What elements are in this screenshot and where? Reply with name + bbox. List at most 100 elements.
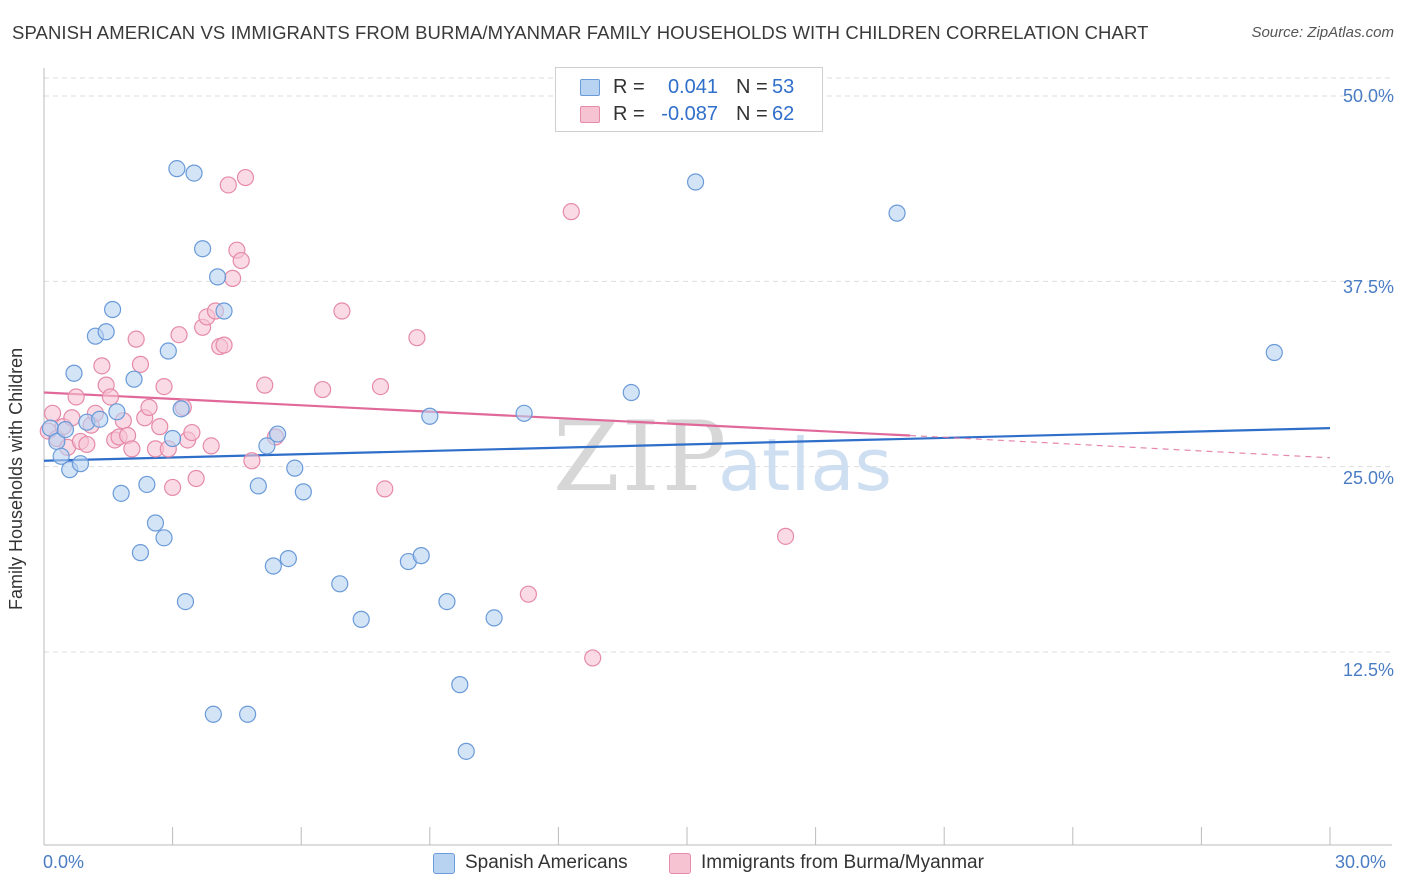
spanish-american-point	[164, 429, 182, 448]
burma-immigrant-point	[170, 326, 188, 344]
spanish-american-point	[204, 705, 222, 723]
trendline-burma-extension	[909, 434, 1331, 459]
burma-immigrant-point	[224, 269, 242, 287]
legend-label-burma-immigrants: Immigrants from Burma/Myanmar	[701, 852, 984, 873]
burma-immigrant-point	[371, 378, 390, 396]
spanish-american-point	[97, 323, 115, 341]
burma-immigrant-point	[67, 388, 85, 406]
burma-immigrant-point	[140, 398, 158, 416]
spanish-american-point	[485, 609, 503, 627]
burma-immigrant-point	[155, 378, 173, 396]
burma-immigrant-point	[202, 437, 220, 455]
legend-swatch-blue	[433, 853, 455, 874]
spanish-american-point	[264, 557, 282, 575]
spanish-american-point	[352, 610, 370, 628]
spanish-american-point	[1265, 343, 1283, 362]
axis-layer	[43, 68, 1392, 846]
y-tick-label-50: 50.0%	[1342, 86, 1394, 106]
burma-immigrant-point	[256, 376, 274, 394]
spanish-american-point	[65, 364, 83, 382]
legend-swatch-pink	[580, 106, 600, 123]
spanish-american-point	[108, 403, 126, 421]
burma-immigrant-point	[78, 435, 96, 454]
spanish-american-point	[888, 204, 906, 222]
spanish-american-point	[279, 549, 297, 568]
spanish-american-point	[215, 302, 233, 320]
spanish-american-point	[421, 407, 439, 425]
watermark-atlas: atlas	[718, 423, 892, 507]
burma-immigrant-point	[215, 336, 233, 354]
burma-immigrant-point	[376, 480, 394, 498]
spanish-american-point	[622, 383, 640, 402]
spanish-american-point	[451, 676, 469, 694]
spanish-american-point	[412, 547, 430, 565]
stats-legend: R = 0.041 N = 53 R = -0.087 N = 62	[555, 67, 823, 132]
watermark-zip: ZIP	[553, 401, 728, 513]
burma-immigrant-point	[187, 469, 205, 488]
spanish-american-point	[286, 459, 304, 477]
burma-immigrant-point	[236, 168, 255, 187]
burma-immigrant-point	[123, 440, 141, 458]
spanish-american-point	[56, 421, 75, 439]
spanish-american-point	[185, 164, 203, 182]
burma-immigrant-point	[151, 418, 169, 436]
watermark: ZIP atlas	[553, 401, 892, 513]
burma-immigrant-point	[93, 357, 111, 375]
y-tick-label-25: 25.0%	[1342, 468, 1394, 488]
spanish-american-point	[125, 370, 143, 388]
legend-n-label: N =	[736, 76, 768, 98]
spanish-american-point	[52, 447, 70, 465]
grid-layer	[44, 77, 1392, 653]
series-legend: Spanish Americans Immigrants from Burma/…	[0, 851, 1406, 879]
x-tick-label-max: 30.0%	[1335, 852, 1387, 872]
burma-immigrant-point	[584, 649, 602, 667]
spanish-american-point	[155, 529, 173, 547]
burma-immigrant-point	[243, 452, 261, 470]
spanish-american-point	[239, 705, 257, 723]
spanish-american-point	[112, 484, 130, 502]
spanish-american-point	[131, 544, 150, 562]
legend-r-label: R =	[613, 76, 645, 98]
spanish-american-point	[258, 437, 276, 455]
chart-title: SPANISH AMERICAN VS IMMIGRANTS FROM BURM…	[12, 22, 1149, 43]
spanish-american-point	[686, 173, 705, 191]
y-axis-label: Family Households with Children	[6, 347, 26, 610]
legend-r-label: R =	[613, 103, 645, 125]
spanish-american-point	[146, 514, 165, 532]
burma-immigrant-point	[101, 388, 120, 406]
spanish-american-point	[249, 477, 267, 495]
y-tick-label-12-5: 12.5%	[1342, 660, 1394, 680]
burma-immigrant-point	[333, 302, 351, 320]
spanish-american-point	[331, 575, 349, 593]
burma-immigrant-point	[127, 330, 145, 348]
spanish-american-point	[168, 160, 186, 178]
trendline-burma-immigrants	[43, 391, 910, 437]
y-tick-label-37-5: 37.5%	[1342, 277, 1394, 297]
spanish-american-point	[438, 592, 456, 611]
legend-label-spanish-americans: Spanish Americans	[465, 852, 628, 873]
spanish-american-point	[138, 475, 156, 494]
spanish-american-point	[209, 268, 227, 286]
burma-immigrant-point	[183, 423, 201, 442]
legend-n-label: N =	[736, 103, 768, 125]
points-layer	[39, 160, 1283, 760]
spanish-american-point	[172, 400, 190, 418]
spanish-american-point	[194, 240, 212, 258]
spanish-american-point	[269, 425, 287, 443]
burma-immigrant-point	[232, 251, 250, 270]
spanish-american-point	[91, 410, 109, 428]
spanish-american-point	[457, 742, 475, 760]
spanish-american-point	[176, 592, 195, 611]
x-tick-label-min: 0.0%	[43, 852, 85, 872]
burma-immigrant-point	[164, 478, 182, 497]
burma-immigrant-point	[219, 176, 237, 194]
legend-r-value: -0.087	[661, 103, 718, 125]
legend-r-value: 0.041	[667, 76, 718, 98]
source-label: Source: ZipAtlas.com	[1251, 24, 1394, 41]
legend-swatch-blue	[580, 79, 600, 96]
burma-immigrant-point	[43, 404, 62, 422]
spanish-american-point	[103, 300, 122, 319]
spanish-american-point	[294, 483, 312, 501]
legend-n-value: 62	[772, 103, 795, 125]
